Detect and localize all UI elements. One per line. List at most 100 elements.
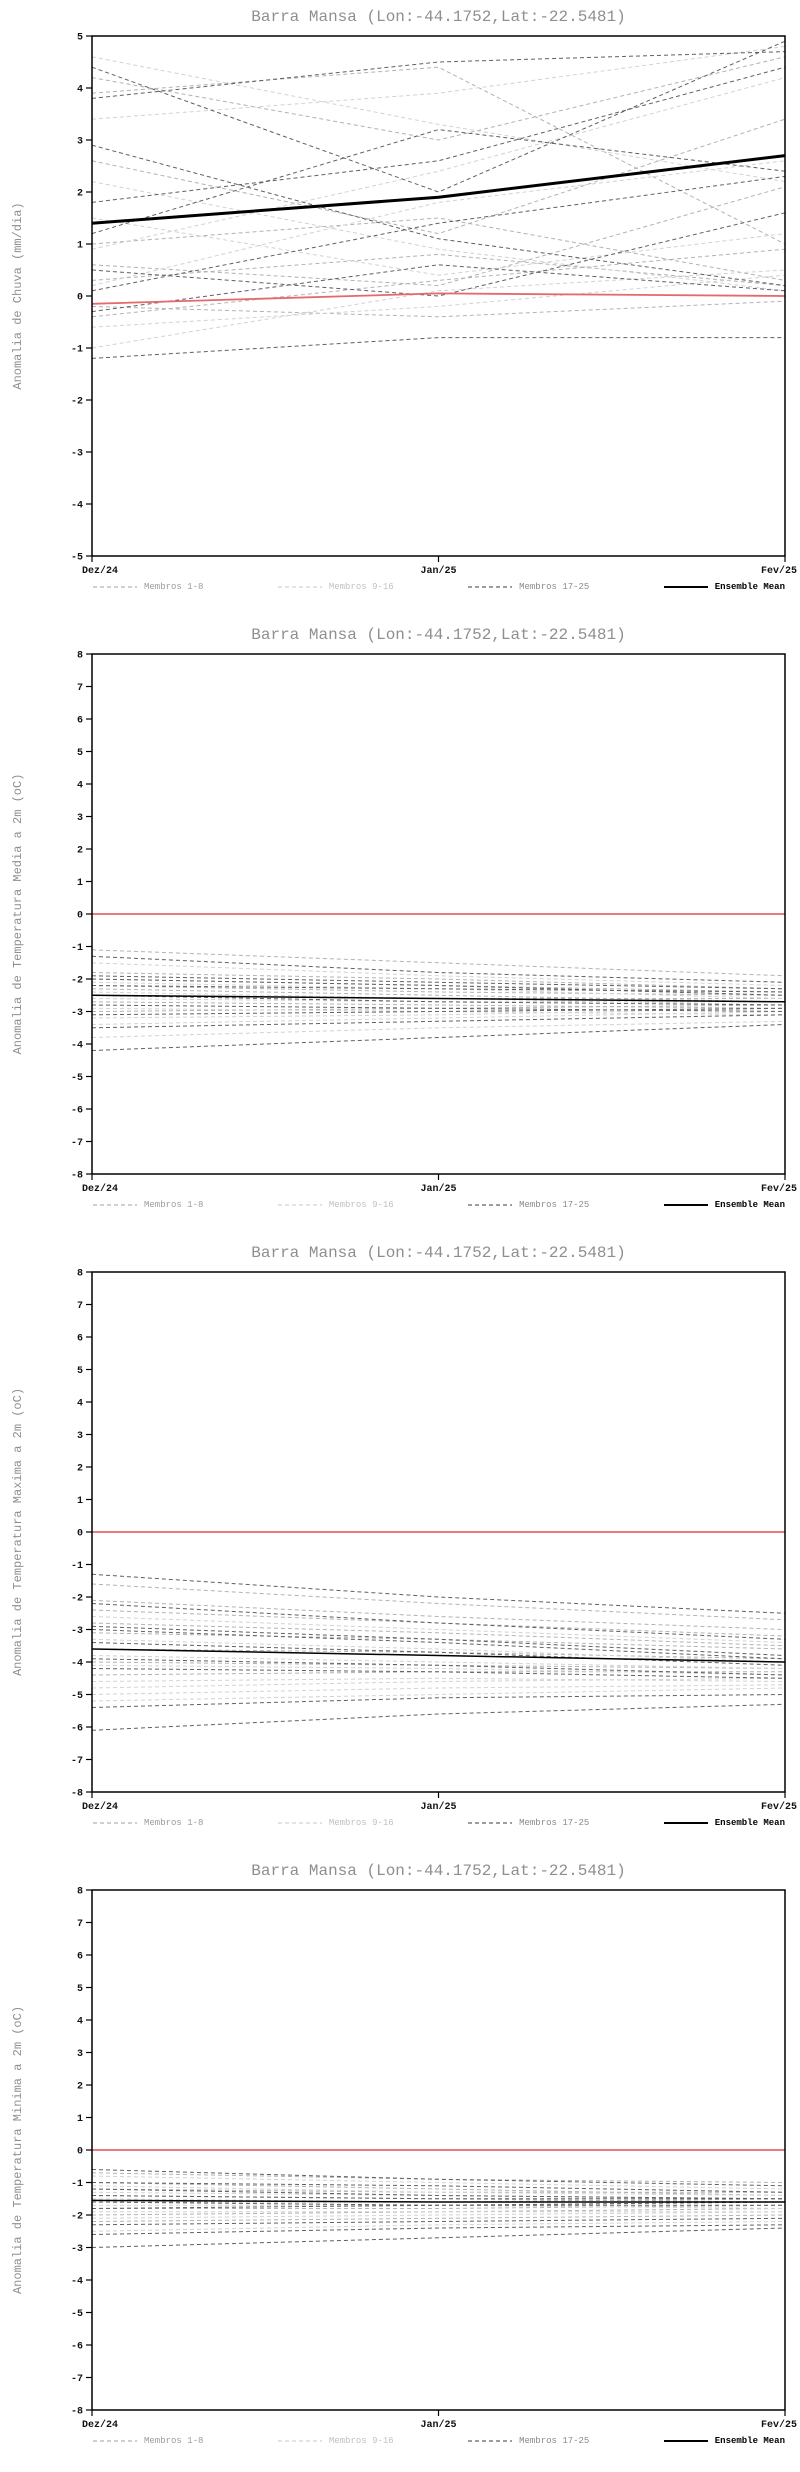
y-tick-label: 4 — [77, 1399, 83, 1410]
legend-line-sample-icon — [93, 2440, 137, 2442]
legend-item-membros-9-16: Membros 9-16 — [277, 1200, 394, 1210]
chart-title: Barra Mansa (Lon:-44.1752,Lat:-22.5481) — [251, 626, 626, 644]
x-tick-label: Dez/24 — [82, 1801, 118, 1813]
legend-label: Membros 17-25 — [519, 1818, 590, 1828]
y-tick-label: -3 — [71, 449, 83, 460]
y-tick-label: -1 — [71, 1561, 83, 1572]
legend-item-membros-1-8: Membros 1-8 — [92, 1818, 203, 1828]
member-line — [91, 56, 786, 141]
y-tick-label: 8 — [77, 1887, 83, 1898]
y-tick-label: 8 — [77, 1269, 83, 1280]
member-line — [91, 2217, 786, 2226]
member-line — [91, 160, 786, 287]
legend-item-ensemble-mean: Ensemble Mean — [663, 582, 785, 592]
member-line — [91, 1694, 786, 1708]
member-line — [91, 129, 786, 235]
y-tick-label: 6 — [77, 716, 83, 727]
member-line — [91, 253, 786, 287]
member-line — [91, 985, 786, 993]
chart-legend: Membros 1-8 Membros 9-16 Membros 17-25 E… — [92, 1818, 785, 1828]
member-line — [91, 144, 786, 287]
y-tick-label: 3 — [77, 813, 83, 824]
legend-line-sample-icon — [468, 1822, 513, 1824]
member-line — [91, 978, 786, 996]
member-line — [91, 212, 786, 297]
member-line — [91, 1014, 786, 1029]
legend-line-sample-icon — [93, 586, 137, 588]
chart-plot-area: -8 -7 -6 -5 -4 -3 -2 -1 0 1 2 3 4 5 6 7 8 Dez/24 Jan/25 Fev… — [71, 1887, 797, 2432]
member-line — [91, 1583, 786, 1621]
member-line — [91, 2195, 785, 2200]
member-line — [91, 1642, 786, 1666]
member-line — [91, 1684, 786, 1695]
y-tick-label: 4 — [77, 2017, 83, 2028]
y-tick-label: 1 — [77, 2114, 83, 2125]
member-line — [91, 2211, 786, 2219]
x-tick-label: Fev/25 — [761, 1183, 797, 1195]
member-line — [91, 217, 786, 281]
y-tick-label: 0 — [77, 293, 83, 304]
member-line — [91, 274, 786, 328]
y-tick-label: -5 — [71, 1073, 83, 1084]
x-tick-label: Fev/25 — [761, 2419, 797, 2431]
legend-line-sample-icon — [468, 1204, 513, 1206]
y-tick-label: -5 — [71, 2309, 83, 2320]
member-line — [91, 1001, 786, 1009]
chart-plot-area: -8 -7 -6 -5 -4 -3 -2 -1 0 1 2 3 4 5 6 7 8 Dez/24 Jan/25 Fev… — [71, 1269, 797, 1814]
legend-line-sample-icon — [93, 1822, 137, 1824]
member-line — [91, 1632, 786, 1650]
member-line — [91, 1020, 786, 1038]
y-tick-label: 2 — [77, 2082, 83, 2093]
member-line — [91, 2188, 786, 2200]
y-tick-label: -3 — [71, 2244, 83, 2255]
member-line — [91, 337, 785, 359]
member-line — [91, 2185, 786, 2196]
chart-panel-temp-media: Barra Mansa (Lon:-44.1752,Lat:-22.5481) … — [0, 618, 800, 1236]
member-line — [91, 955, 786, 983]
chart-legend: Membros 1-8 Membros 9-16 Membros 17-25 E… — [92, 582, 785, 592]
y-tick-label: 3 — [77, 1431, 83, 1442]
x-tick-label: Dez/24 — [82, 565, 118, 577]
legend-item-membros-17-25: Membros 17-25 — [467, 582, 589, 592]
chart-panel-temp-minima: Barra Mansa (Lon:-44.1752,Lat:-22.5481) … — [0, 1854, 800, 2472]
member-line — [91, 300, 786, 318]
y-tick-label: -6 — [71, 1106, 83, 1117]
member-line — [91, 1638, 786, 1663]
y-tick-label: 7 — [77, 1301, 83, 1312]
legend-item-membros-9-16: Membros 9-16 — [277, 1818, 394, 1828]
y-tick-label: 5 — [77, 33, 83, 44]
legend-label: Ensemble Mean — [714, 1818, 785, 1828]
member-line — [91, 2175, 786, 2190]
member-line — [91, 1609, 786, 1637]
legend-label: Membros 17-25 — [519, 2436, 590, 2446]
legend-label: Membros 1-8 — [144, 1818, 204, 1828]
y-tick-label: 3 — [77, 2049, 83, 2060]
y-tick-label: 2 — [77, 846, 83, 857]
member-line — [91, 181, 786, 292]
member-line — [91, 1622, 786, 1647]
chart-legend: Membros 1-8 Membros 9-16 Membros 17-25 E… — [92, 2436, 785, 2446]
y-tick-label: -1 — [71, 345, 83, 356]
x-tick-label: Fev/25 — [761, 565, 797, 577]
chart-panel-chuva: Barra Mansa (Lon:-44.1752,Lat:-22.5481) … — [0, 0, 800, 618]
y-tick-label: -3 — [71, 1626, 83, 1637]
y-tick-label: 1 — [77, 241, 83, 252]
y-tick-label: -4 — [71, 1041, 83, 1052]
y-tick-label: 1 — [77, 878, 83, 889]
legend-line-sample-icon — [663, 1204, 708, 1206]
y-tick-label: -8 — [71, 1171, 83, 1182]
member-line — [91, 1573, 786, 1614]
y-tick-label: -2 — [71, 1594, 83, 1605]
member-line — [91, 1658, 786, 1676]
legend-label: Membros 1-8 — [144, 2436, 204, 2446]
chart-panel-temp-maxima: Barra Mansa (Lon:-44.1752,Lat:-22.5481) … — [0, 1236, 800, 1854]
member-line — [91, 51, 786, 99]
member-line — [91, 1004, 786, 1012]
member-line — [92, 2204, 786, 2209]
member-line — [91, 2182, 786, 2196]
member-line — [91, 118, 786, 235]
y-tick-label: 5 — [77, 1984, 83, 1995]
y-tick-label: 6 — [77, 1952, 83, 1963]
member-line — [91, 1599, 786, 1630]
member-line — [91, 248, 786, 318]
